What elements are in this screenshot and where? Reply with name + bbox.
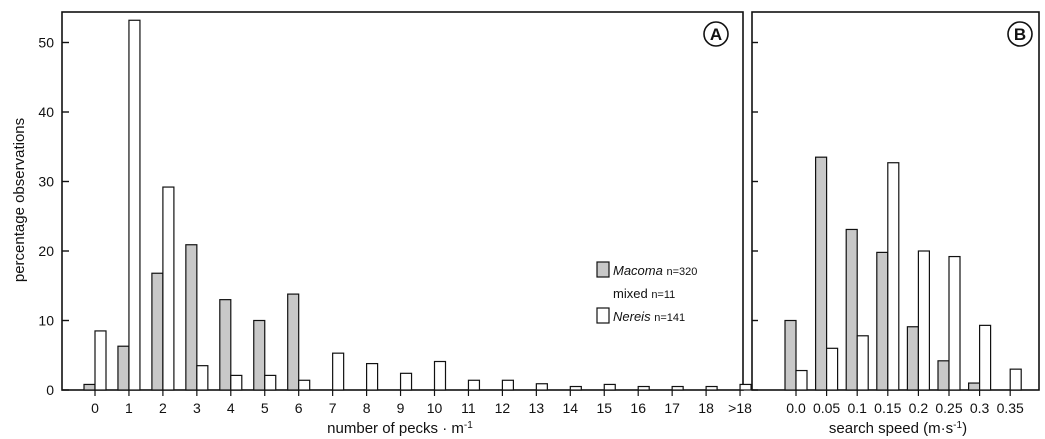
x-tick-label-b: 0.05 [813,400,840,416]
x-tick-label: 11 [461,400,476,416]
bar-macoma-speed [967,382,981,391]
x-tick-label: 14 [563,400,579,416]
x-tick-label: 10 [427,400,443,416]
panel-label-a: A [703,21,729,47]
bar-macoma-speed [784,319,797,391]
legend-label-nereis: Nereis n=141 [613,309,685,324]
bar-nereis [467,379,481,391]
bar-nereis-speed [795,369,808,391]
bar-nereis [671,385,684,391]
x-tick-label: 7 [329,400,337,416]
bar-nereis [332,352,345,391]
y-tick-label: 40 [38,104,54,120]
bar-macoma [185,244,198,391]
bar-nereis-speed [948,255,961,391]
bar-nereis [230,374,243,391]
bar-macoma-speed [906,326,920,391]
y-tick-label: 50 [38,35,54,51]
bar-macoma [219,299,232,391]
y-tick-label: 0 [46,382,54,398]
x-tick-label: 17 [664,400,680,416]
bar-nereis-speed [887,162,900,391]
x-tick-label: 16 [630,400,646,416]
bar-macoma-speed [845,228,858,391]
bar-nereis [535,383,548,391]
bar-macoma [151,272,164,391]
x-tick-label-b: 0.0 [786,400,806,416]
bar-nereis-speed [978,324,992,391]
bar-nereis [264,374,277,391]
bar-nereis [569,385,582,391]
x-tick-label-b: 0.2 [909,400,929,416]
bar-nereis [196,365,209,391]
bar-macoma [253,319,266,391]
x-tick-label: 0 [91,400,99,416]
bar-nereis [501,379,514,391]
x-axis-label-a: number of pecks · m-1 [327,420,473,438]
bar-nereis-speed [856,335,869,391]
x-tick-label: 8 [363,400,371,416]
bar-macoma [287,293,300,391]
legend-swatch-macoma [596,261,610,278]
x-tick-label: 12 [495,400,511,416]
x-tick-label: 15 [596,400,612,416]
bar-nereis [298,379,311,391]
svg-text:A: A [710,25,722,44]
y-tick-label: 10 [38,313,54,329]
y-axis-label: percentage observations [11,118,28,282]
x-tick-label: 13 [529,400,545,416]
x-axis-label-b: search speed (m·s-1) [829,420,967,438]
bar-nereis [705,385,718,391]
x-tick-label: 3 [193,400,201,416]
x-tick-label: 4 [227,400,235,416]
x-tick-label-b: 0.3 [970,400,990,416]
bar-nereis-speed [917,250,931,391]
bar-macoma [83,383,96,391]
x-tick-label: >18 [728,400,752,416]
legend: Macoma n=320 mixed n=11 Nereis n=141 [596,261,697,324]
bar-nereis-speed [1009,368,1022,391]
x-tick-label-b: 0.25 [935,400,962,416]
x-tick-label: 18 [698,400,714,416]
bar-nereis [637,385,650,391]
bar-nereis [399,372,413,391]
x-tick-label-b: 0.15 [874,400,901,416]
bar-nereis [603,383,616,391]
legend-swatch-nereis [596,307,610,324]
bar-macoma-speed [876,251,889,391]
bar-macoma-speed [814,156,828,391]
y-tick-label: 20 [38,243,54,259]
svg-text:B: B [1014,25,1026,44]
y-tick-label: 30 [38,174,54,190]
x-tick-label: 2 [159,400,167,416]
bar-nereis [94,330,107,391]
x-tick-label: 9 [397,400,405,416]
bar-nereis [433,360,447,391]
x-tick-label-b: 0.1 [847,400,867,416]
legend-label-mixed: mixed n=11 [613,286,675,301]
x-tick-label-b: 0.35 [997,400,1024,416]
x-tick-label: 1 [125,400,133,416]
x-tick-label: 5 [261,400,269,416]
bar-nereis [366,362,379,391]
x-tick-label: 6 [295,400,303,416]
bar-macoma [117,345,130,391]
legend-label-macoma: Macoma n=320 [613,263,697,278]
panel-label-b: B [1007,21,1033,47]
bar-nereis [162,186,175,391]
bar-nereis-speed [825,347,839,391]
bar-nereis [128,19,141,391]
bar-macoma-speed [937,360,950,391]
bar-nereis [739,383,752,391]
